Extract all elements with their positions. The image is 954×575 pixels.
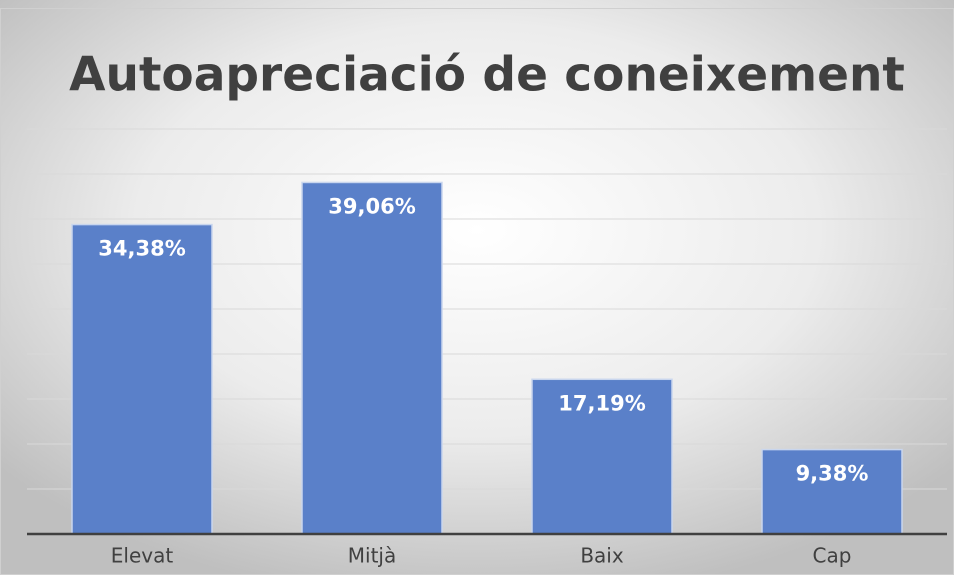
chart-title: Autoapreciació de coneixement	[69, 48, 905, 103]
x-tick-label: Mitjà	[348, 544, 396, 568]
data-label: 9,38%	[796, 462, 869, 486]
data-label: 39,06%	[328, 194, 415, 218]
x-tick-label: Elevat	[111, 544, 174, 568]
bar	[531, 378, 673, 535]
bar	[71, 223, 213, 535]
data-label: 17,19%	[558, 391, 645, 415]
bar	[301, 181, 443, 535]
data-label: 34,38%	[98, 237, 185, 261]
x-tick-label: Baix	[580, 544, 624, 568]
x-tick-label: Cap	[813, 544, 852, 568]
